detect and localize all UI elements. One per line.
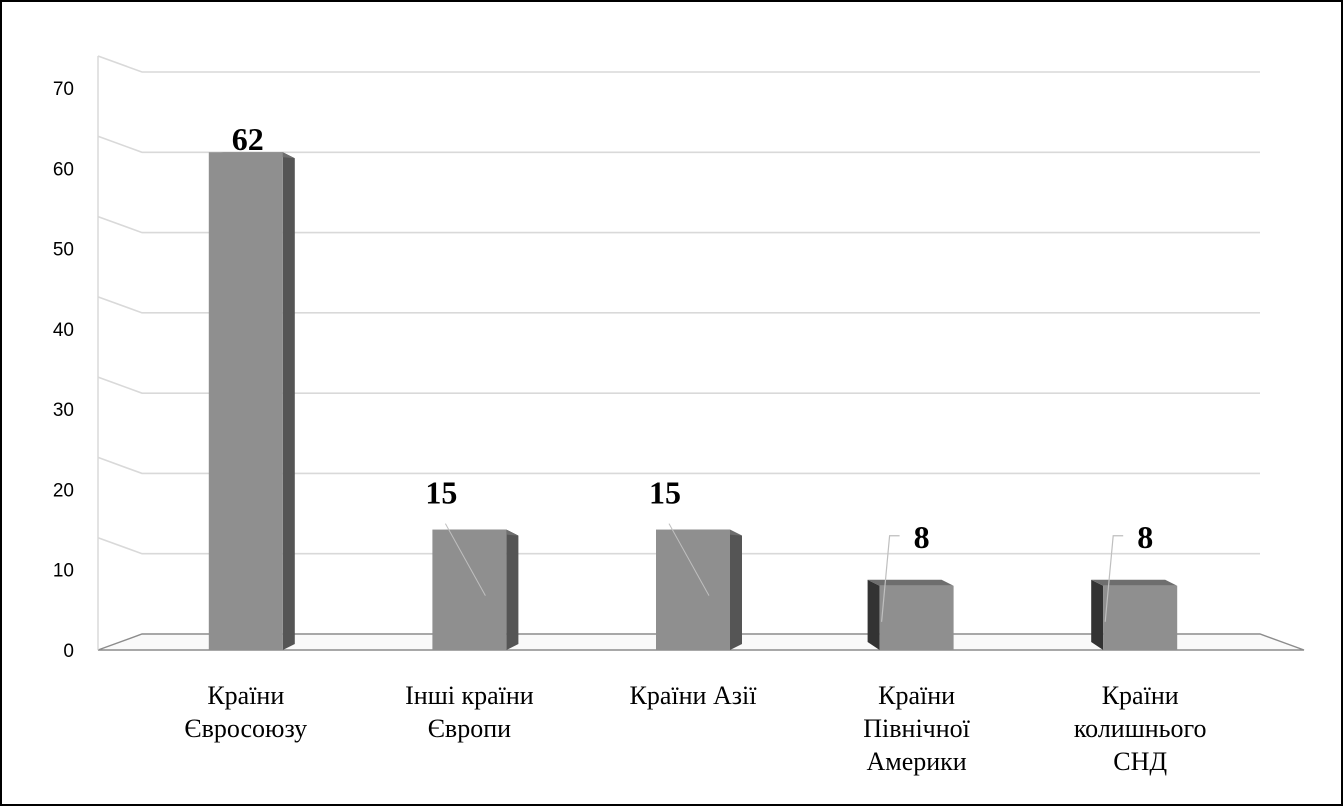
bar-side [282,152,295,650]
bar [1103,585,1178,650]
x-category-label: Країни Азії [630,681,758,710]
x-category-label-line: Інші країни [405,681,534,710]
x-category-label-line: Америки [866,747,966,776]
x-category-label-line: СНД [1113,747,1167,776]
leader-line [444,523,486,596]
bar-top [1091,579,1178,586]
x-category-label-line: Європи [428,714,511,743]
y-tick-label: 50 [53,240,74,261]
data-label: 15 [649,475,681,511]
leader-line [881,535,900,622]
y-tick-label: 70 [53,79,74,100]
x-category-label: Країни Євросоюзу [184,681,307,743]
x-category-label: Інші країни Європи [405,681,534,743]
gridline [97,376,1260,394]
y-tick-label: 30 [53,400,74,421]
gridline [97,296,1260,314]
bar-side [506,529,519,650]
x-category-label-line: Країни [878,681,955,710]
bar-side [1091,579,1104,650]
y-tick-label: 0 [63,641,74,662]
y-tick-label: 40 [53,320,74,341]
x-category-label-line: Північної [863,714,970,743]
gridline [97,215,1260,234]
data-label: 8 [914,519,930,555]
bar [879,585,954,650]
x-category-label: Країни Північної Америки [863,681,970,776]
x-category-label-line: колишнього [1074,714,1207,743]
gridline [97,55,1260,73]
bar [656,529,730,650]
gridline [97,456,1260,475]
data-label: 8 [1137,519,1153,555]
bar [432,529,507,650]
x-category-label-line: Країни [207,681,284,710]
leader-line [1104,535,1124,622]
x-category-label-line: Країни [1102,681,1179,710]
bar-side [867,579,880,650]
bar [208,152,283,650]
data-label: 62 [232,121,264,157]
y-tick-label: 10 [53,561,74,582]
leader-line [668,523,710,596]
x-category-label-line: Євросоюзу [184,714,307,743]
x-category-label: Країни колишнього СНД [1074,681,1207,776]
gridline [97,135,1260,154]
y-tick-label: 20 [53,480,74,501]
bar-side [730,529,742,650]
x-category-label-line: Країни Азії [630,681,758,710]
y-tick-label: 60 [53,159,74,180]
bar-top [867,579,954,586]
data-label: 15 [425,475,457,511]
